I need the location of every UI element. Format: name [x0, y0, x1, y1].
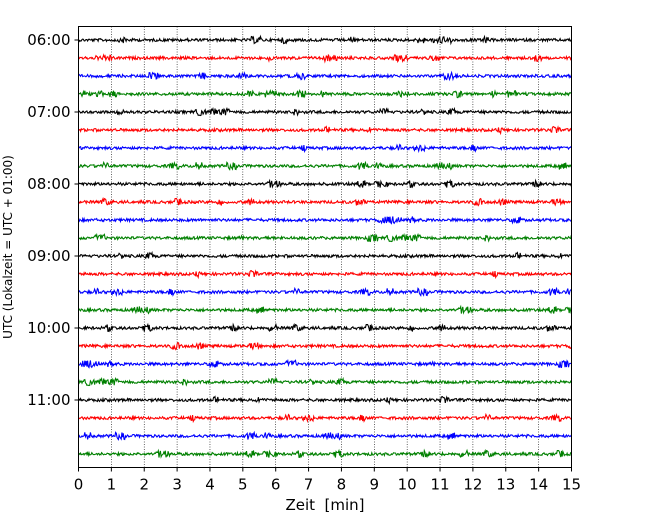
trace-1015	[78, 341, 572, 351]
x-tick-label: 8	[337, 476, 347, 494]
trace-1100	[78, 395, 572, 406]
trace-0930	[78, 286, 572, 298]
trace-0645	[78, 88, 572, 99]
x-tick-label: 4	[205, 476, 215, 494]
trace-1145	[78, 448, 572, 459]
trace-0600	[77, 34, 572, 46]
y-tick-label: 11:00	[27, 391, 70, 409]
x-tick-label: 11	[430, 476, 449, 494]
x-tick-label: 7	[304, 476, 314, 494]
x-tick-label: 0	[74, 476, 84, 494]
trace-0630	[78, 70, 572, 82]
traces	[77, 34, 572, 459]
y-axis: 06:00 07:00 08:00 09:00 10:00 11:00	[27, 31, 79, 409]
x-tick-label: 9	[370, 476, 380, 494]
trace-1115	[78, 412, 572, 424]
trace-0700	[78, 106, 572, 117]
trace-1030	[78, 358, 572, 369]
plot-frame	[78, 26, 572, 468]
trace-0845	[78, 232, 572, 243]
y-tick-label: 06:00	[27, 31, 70, 49]
grid-lines	[111, 26, 539, 468]
trace-1045	[78, 376, 572, 387]
x-tick-label: 2	[139, 476, 149, 494]
x-tick-label: 6	[271, 476, 281, 494]
trace-0915	[78, 269, 572, 280]
trace-1000	[78, 322, 572, 333]
y-axis-label: UTC (Lokalzeit = UTC + 01:00)	[1, 155, 15, 339]
trace-0815	[78, 196, 572, 207]
trace-0615	[78, 53, 572, 64]
x-axis-label: Zeit [min]	[285, 496, 364, 514]
trace-0945	[78, 304, 572, 315]
y-tick-label: 08:00	[27, 175, 70, 193]
x-tick-label: 12	[463, 476, 482, 494]
trace-1130	[78, 430, 572, 441]
trace-0830	[78, 216, 572, 225]
x-tick-label: 1	[107, 476, 117, 494]
trace-0800	[78, 178, 572, 189]
x-tick-label: 15	[562, 476, 581, 494]
x-tick-label: 14	[529, 476, 548, 494]
x-axis: 0 1 2 3 4 5 6 7 8 9 10 11 12 13 14 15	[74, 467, 581, 494]
trace-0715	[78, 125, 572, 136]
x-tick-label: 5	[238, 476, 248, 494]
trace-0900	[78, 250, 572, 260]
trace-0730	[78, 143, 572, 154]
x-tick-label: 10	[398, 476, 417, 494]
trace-0745	[78, 160, 572, 171]
y-tick-label: 07:00	[27, 103, 70, 121]
x-tick-label: 3	[172, 476, 182, 494]
y-tick-label: 09:00	[27, 247, 70, 265]
x-tick-label: 13	[496, 476, 515, 494]
y-tick-label: 10:00	[27, 319, 70, 337]
